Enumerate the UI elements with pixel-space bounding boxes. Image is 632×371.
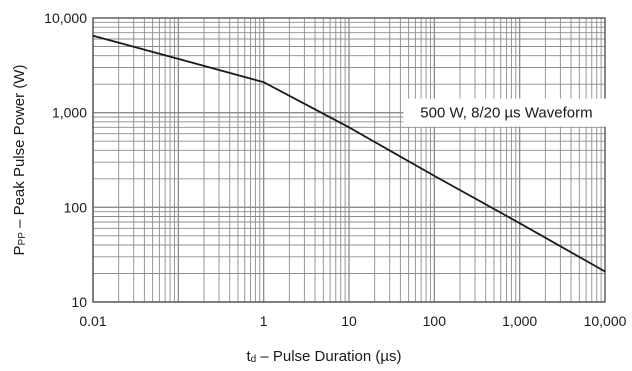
y-tick-label: 100 bbox=[64, 199, 88, 215]
y-tick-label: 10 bbox=[71, 294, 87, 310]
x-tick-label: 1 bbox=[260, 313, 268, 329]
x-tick-label: 0.01 bbox=[79, 313, 106, 329]
annotation-layer: 500 W, 8/20 µs Waveform bbox=[403, 98, 610, 127]
plot-frame bbox=[92, 17, 606, 303]
tick-labels: 0.01 1 10 100 1,000 10,000 10 100 1,000 10,000 bbox=[44, 10, 626, 329]
y-axis-title: PPP – Peak Pulse Power (W) bbox=[11, 65, 28, 256]
y-tick-label: 1,000 bbox=[52, 105, 87, 121]
series-layer bbox=[92, 34, 606, 273]
y-tick-label: 10,000 bbox=[44, 10, 87, 26]
series-line bbox=[92, 34, 606, 273]
x-tick-label: 100 bbox=[423, 313, 447, 329]
x-tick-label: 10,000 bbox=[584, 313, 627, 329]
x-axis-title: td – Pulse Duration (µs) bbox=[246, 348, 401, 365]
x-tick-label: 10 bbox=[341, 313, 357, 329]
x-tick-label: 1,000 bbox=[502, 313, 537, 329]
annotation-label: 500 W, 8/20 µs Waveform bbox=[420, 105, 592, 122]
annotation-box bbox=[403, 98, 610, 127]
grid-lines bbox=[92, 18, 605, 303]
